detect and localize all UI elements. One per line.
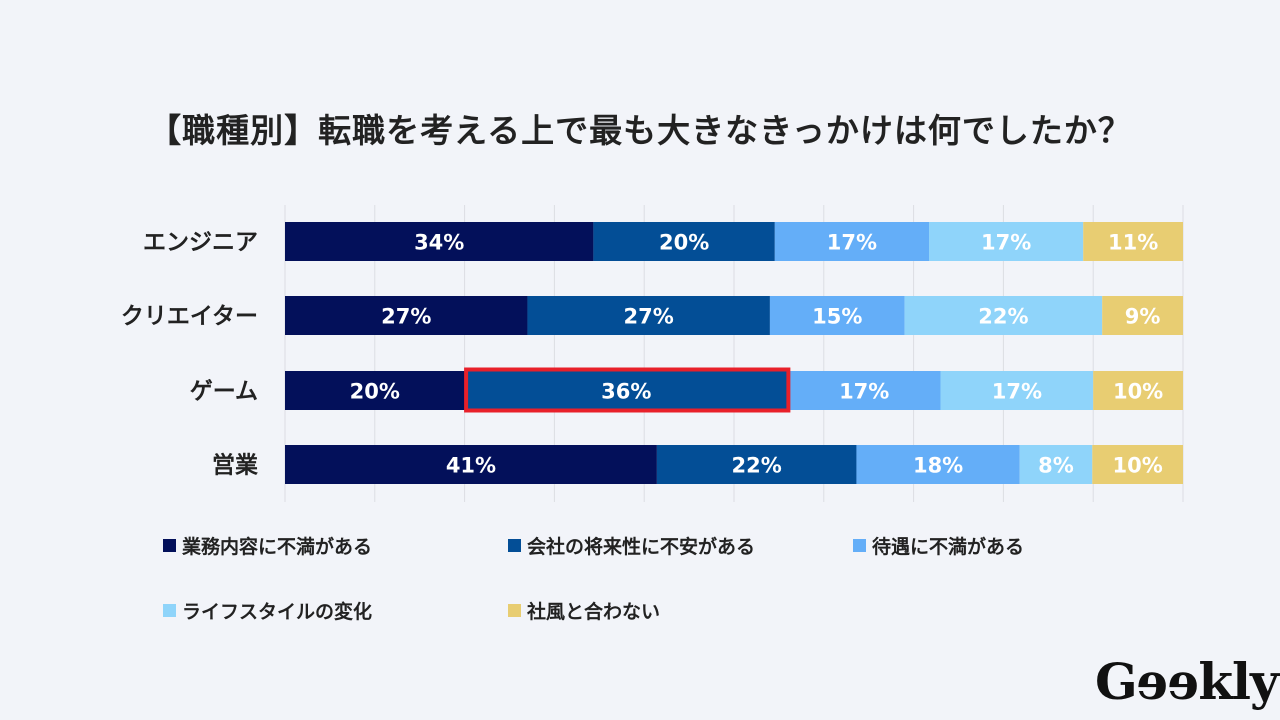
chart-title: 【職種別】転職を考える上で最も大きなきっかけは何でしたか？ <box>148 111 1132 150</box>
legend-item: 社風と合わない <box>508 597 660 624</box>
bar-segment <box>464 371 788 410</box>
data-label: 8% <box>1038 454 1074 478</box>
category-label: エンジニア <box>143 230 258 256</box>
bar-segment <box>285 222 594 261</box>
legend-label: 社風と合わない <box>527 601 661 623</box>
legend-item: 待遇に不満がある <box>853 532 1024 559</box>
legend-swatch <box>163 604 176 617</box>
bar-segment <box>769 296 905 335</box>
category-label: 営業 <box>212 452 259 479</box>
data-label: 9% <box>1125 305 1161 329</box>
legend-label: ライフスタイルの変化 <box>182 601 373 623</box>
bar-segment <box>856 445 1020 484</box>
bar-segment <box>285 371 465 410</box>
data-label: 10% <box>1113 380 1163 404</box>
data-label: 27% <box>624 305 674 329</box>
legend-label: 業務内容に不満がある <box>182 536 373 558</box>
legend-swatch <box>508 604 521 617</box>
data-label: 22% <box>732 454 782 478</box>
legend-item: 会社の将来性に不安がある <box>508 532 755 559</box>
bar-segment <box>1019 445 1093 484</box>
data-label: 18% <box>913 454 963 478</box>
highlight-box <box>464 367 791 413</box>
bar-segment <box>940 371 1094 410</box>
data-label: 17% <box>992 380 1042 404</box>
bar-segment <box>1093 371 1183 410</box>
bar-segment <box>285 445 657 484</box>
bar-segment <box>1102 296 1183 335</box>
data-label: 22% <box>978 305 1028 329</box>
data-label: 17% <box>827 231 877 255</box>
bar-segment <box>904 296 1103 335</box>
data-label: 15% <box>812 305 862 329</box>
category-label: ゲーム <box>190 379 258 405</box>
bar-segment <box>929 222 1084 261</box>
legend-swatch <box>853 539 866 552</box>
category-label: クリエイター <box>121 304 258 330</box>
data-label: 20% <box>350 380 400 404</box>
data-label: 10% <box>1113 454 1163 478</box>
bar-segment <box>774 222 930 261</box>
data-label: 20% <box>659 231 709 255</box>
legend-item: 業務内容に不満がある <box>163 532 372 559</box>
legend-swatch <box>508 539 521 552</box>
legend-label: 待遇に不満がある <box>872 536 1025 558</box>
data-label: 11% <box>1108 231 1158 255</box>
data-label: 17% <box>839 380 889 404</box>
bar-segment <box>787 371 941 410</box>
bar-segment <box>527 296 770 335</box>
bar-segment <box>656 445 857 484</box>
data-label: 36% <box>601 380 651 404</box>
bar-segment <box>593 222 775 261</box>
bar-segment <box>1092 445 1183 484</box>
legend-item: ライフスタイルの変化 <box>163 597 372 624</box>
data-label: 27% <box>381 305 431 329</box>
data-label: 34% <box>414 231 464 255</box>
bar-segment <box>285 296 528 335</box>
bar-segment <box>1083 222 1183 261</box>
legend-swatch <box>163 539 176 552</box>
geekly-logo: Geekly <box>1095 652 1279 711</box>
legend-label: 会社の将来性に不安がある <box>527 536 756 558</box>
data-label: 41% <box>446 454 496 478</box>
data-label: 17% <box>981 231 1031 255</box>
